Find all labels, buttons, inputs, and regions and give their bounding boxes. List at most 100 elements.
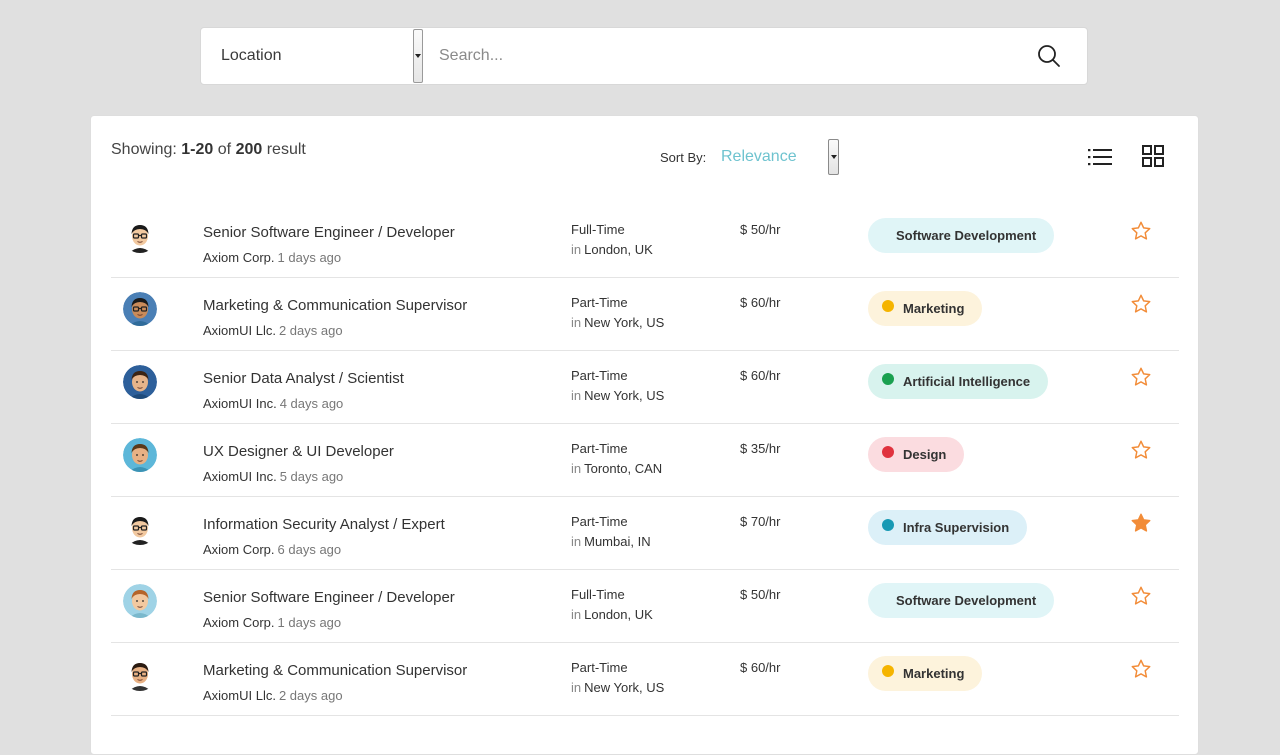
posted-ago: 5 days ago (279, 469, 344, 484)
job-rate: $ 70/hr (740, 514, 781, 529)
job-rate: $ 60/hr (740, 660, 781, 675)
category-tag-label: Artificial Intelligence (903, 374, 1031, 389)
job-row[interactable]: Marketing & Communication Supervisor Axi… (111, 278, 1179, 351)
avatar (123, 511, 157, 545)
job-row[interactable]: Marketing & Communication Supervisor Axi… (111, 643, 1179, 716)
category-dot-icon (882, 664, 894, 677)
category-tag-label: Marketing (903, 301, 965, 316)
job-type: Full-Time (571, 222, 625, 237)
avatar (123, 657, 157, 691)
location-dropdown-arrow[interactable] (413, 29, 423, 83)
company-name: Axiom Corp. (203, 542, 275, 557)
sort-by-label: Sort By: (660, 150, 707, 165)
posted-ago: 1 days ago (277, 615, 342, 630)
job-type: Full-Time (571, 587, 625, 602)
job-title[interactable]: Senior Data Analyst / Scientist (203, 370, 404, 387)
job-location-prefix: in (571, 680, 582, 695)
star-icon[interactable] (1130, 585, 1152, 607)
category-dot-icon (882, 299, 894, 312)
job-title[interactable]: Senior Software Engineer / Developer (203, 224, 455, 241)
job-location-prefix: in (571, 242, 582, 257)
sort-select-value: Relevance (721, 148, 797, 165)
job-title[interactable]: Marketing & Communication Supervisor (203, 662, 468, 679)
job-type: Part-Time (571, 368, 628, 383)
company-name: AxiomUI Inc. (203, 469, 277, 484)
job-title[interactable]: Marketing & Communication Supervisor (203, 297, 468, 314)
company-name: AxiomUI Inc. (203, 396, 277, 411)
job-type: Part-Time (571, 660, 628, 675)
avatar (123, 219, 157, 253)
job-location-prefix: in (571, 388, 582, 403)
sort-dropdown-arrow[interactable] (828, 139, 839, 175)
list-view-icon[interactable] (1088, 146, 1112, 168)
job-location-value: Toronto, CAN (584, 461, 663, 476)
job-meta: Axiom Corp. 1 days ago (203, 615, 341, 630)
job-row[interactable]: Senior Software Engineer / Developer Axi… (111, 570, 1179, 643)
star-icon[interactable] (1130, 439, 1152, 461)
job-location-value: New York, US (584, 388, 665, 403)
category-tag[interactable]: Software Development (868, 583, 1055, 618)
job-meta: Axiom Corp. 6 days ago (203, 542, 341, 557)
category-tag-label: Design (903, 447, 947, 462)
star-icon[interactable] (1130, 658, 1152, 680)
search-icon (1038, 45, 1060, 67)
job-location: in New York, US (571, 315, 664, 330)
category-dot-icon (882, 445, 894, 458)
category-tag-label: Infra Supervision (903, 520, 1010, 535)
star-icon[interactable] (1130, 293, 1152, 315)
search-button[interactable] (1011, 28, 1087, 84)
location-select[interactable]: Location (201, 28, 423, 84)
job-title[interactable]: UX Designer & UI Developer (203, 443, 394, 460)
category-tag[interactable]: Software Development (868, 218, 1055, 253)
job-location-value: London, UK (584, 242, 653, 257)
results-total: 200 (235, 141, 263, 158)
job-type: Part-Time (571, 514, 628, 529)
grid-view-icon[interactable] (1142, 145, 1164, 167)
posted-ago: 4 days ago (279, 396, 344, 411)
results-range: 1-20 (181, 141, 214, 158)
job-location: in London, UK (571, 607, 653, 622)
category-tag[interactable]: Marketing (868, 656, 983, 691)
job-type: Part-Time (571, 441, 628, 456)
avatar (123, 438, 157, 472)
sort-select[interactable]: Relevance (721, 139, 839, 175)
job-location-prefix: in (571, 315, 582, 330)
job-row[interactable]: Information Security Analyst / Expert Ax… (111, 497, 1179, 570)
star-icon[interactable] (1130, 512, 1152, 534)
job-row[interactable]: Senior Data Analyst / Scientist AxiomUI … (111, 351, 1179, 424)
posted-ago: 2 days ago (278, 688, 343, 703)
results-card: Showing: 1-20 of 200 result Sort By: Rel… (90, 115, 1199, 755)
results-of: of (217, 141, 232, 158)
job-meta: Axiom Corp. 1 days ago (203, 250, 341, 265)
job-location: in New York, US (571, 388, 664, 403)
job-location-value: London, UK (584, 607, 653, 622)
company-name: Axiom Corp. (203, 615, 275, 630)
job-row[interactable]: Senior Software Engineer / Developer Axi… (111, 205, 1179, 278)
star-icon[interactable] (1130, 220, 1152, 242)
avatar (123, 292, 157, 326)
job-rate: $ 35/hr (740, 441, 781, 456)
category-tag[interactable]: Design (868, 437, 965, 472)
job-rate: $ 60/hr (740, 368, 781, 383)
category-tag[interactable]: Marketing (868, 291, 983, 326)
location-select-label: Location (221, 47, 282, 64)
job-list: Senior Software Engineer / Developer Axi… (111, 205, 1179, 716)
job-title[interactable]: Senior Software Engineer / Developer (203, 589, 455, 606)
job-title[interactable]: Information Security Analyst / Expert (203, 516, 445, 533)
search-input[interactable] (423, 28, 1011, 84)
job-row[interactable]: UX Designer & UI Developer AxiomUI Inc. 5… (111, 424, 1179, 497)
job-location-value: New York, US (584, 315, 665, 330)
posted-ago: 6 days ago (277, 542, 342, 557)
company-name: AxiomUI Llc. (203, 688, 276, 703)
category-tag-label: Software Development (896, 228, 1037, 243)
star-icon[interactable] (1130, 366, 1152, 388)
job-location-prefix: in (571, 607, 582, 622)
job-rate: $ 60/hr (740, 295, 781, 310)
job-location: in New York, US (571, 680, 664, 695)
category-tag-label: Software Development (896, 593, 1037, 608)
category-tag[interactable]: Artificial Intelligence (868, 364, 1049, 399)
showing-prefix: Showing: (111, 141, 177, 158)
job-location: in Toronto, CAN (571, 461, 662, 476)
category-tag[interactable]: Infra Supervision (868, 510, 1028, 545)
company-name: AxiomUI Llc. (203, 323, 276, 338)
